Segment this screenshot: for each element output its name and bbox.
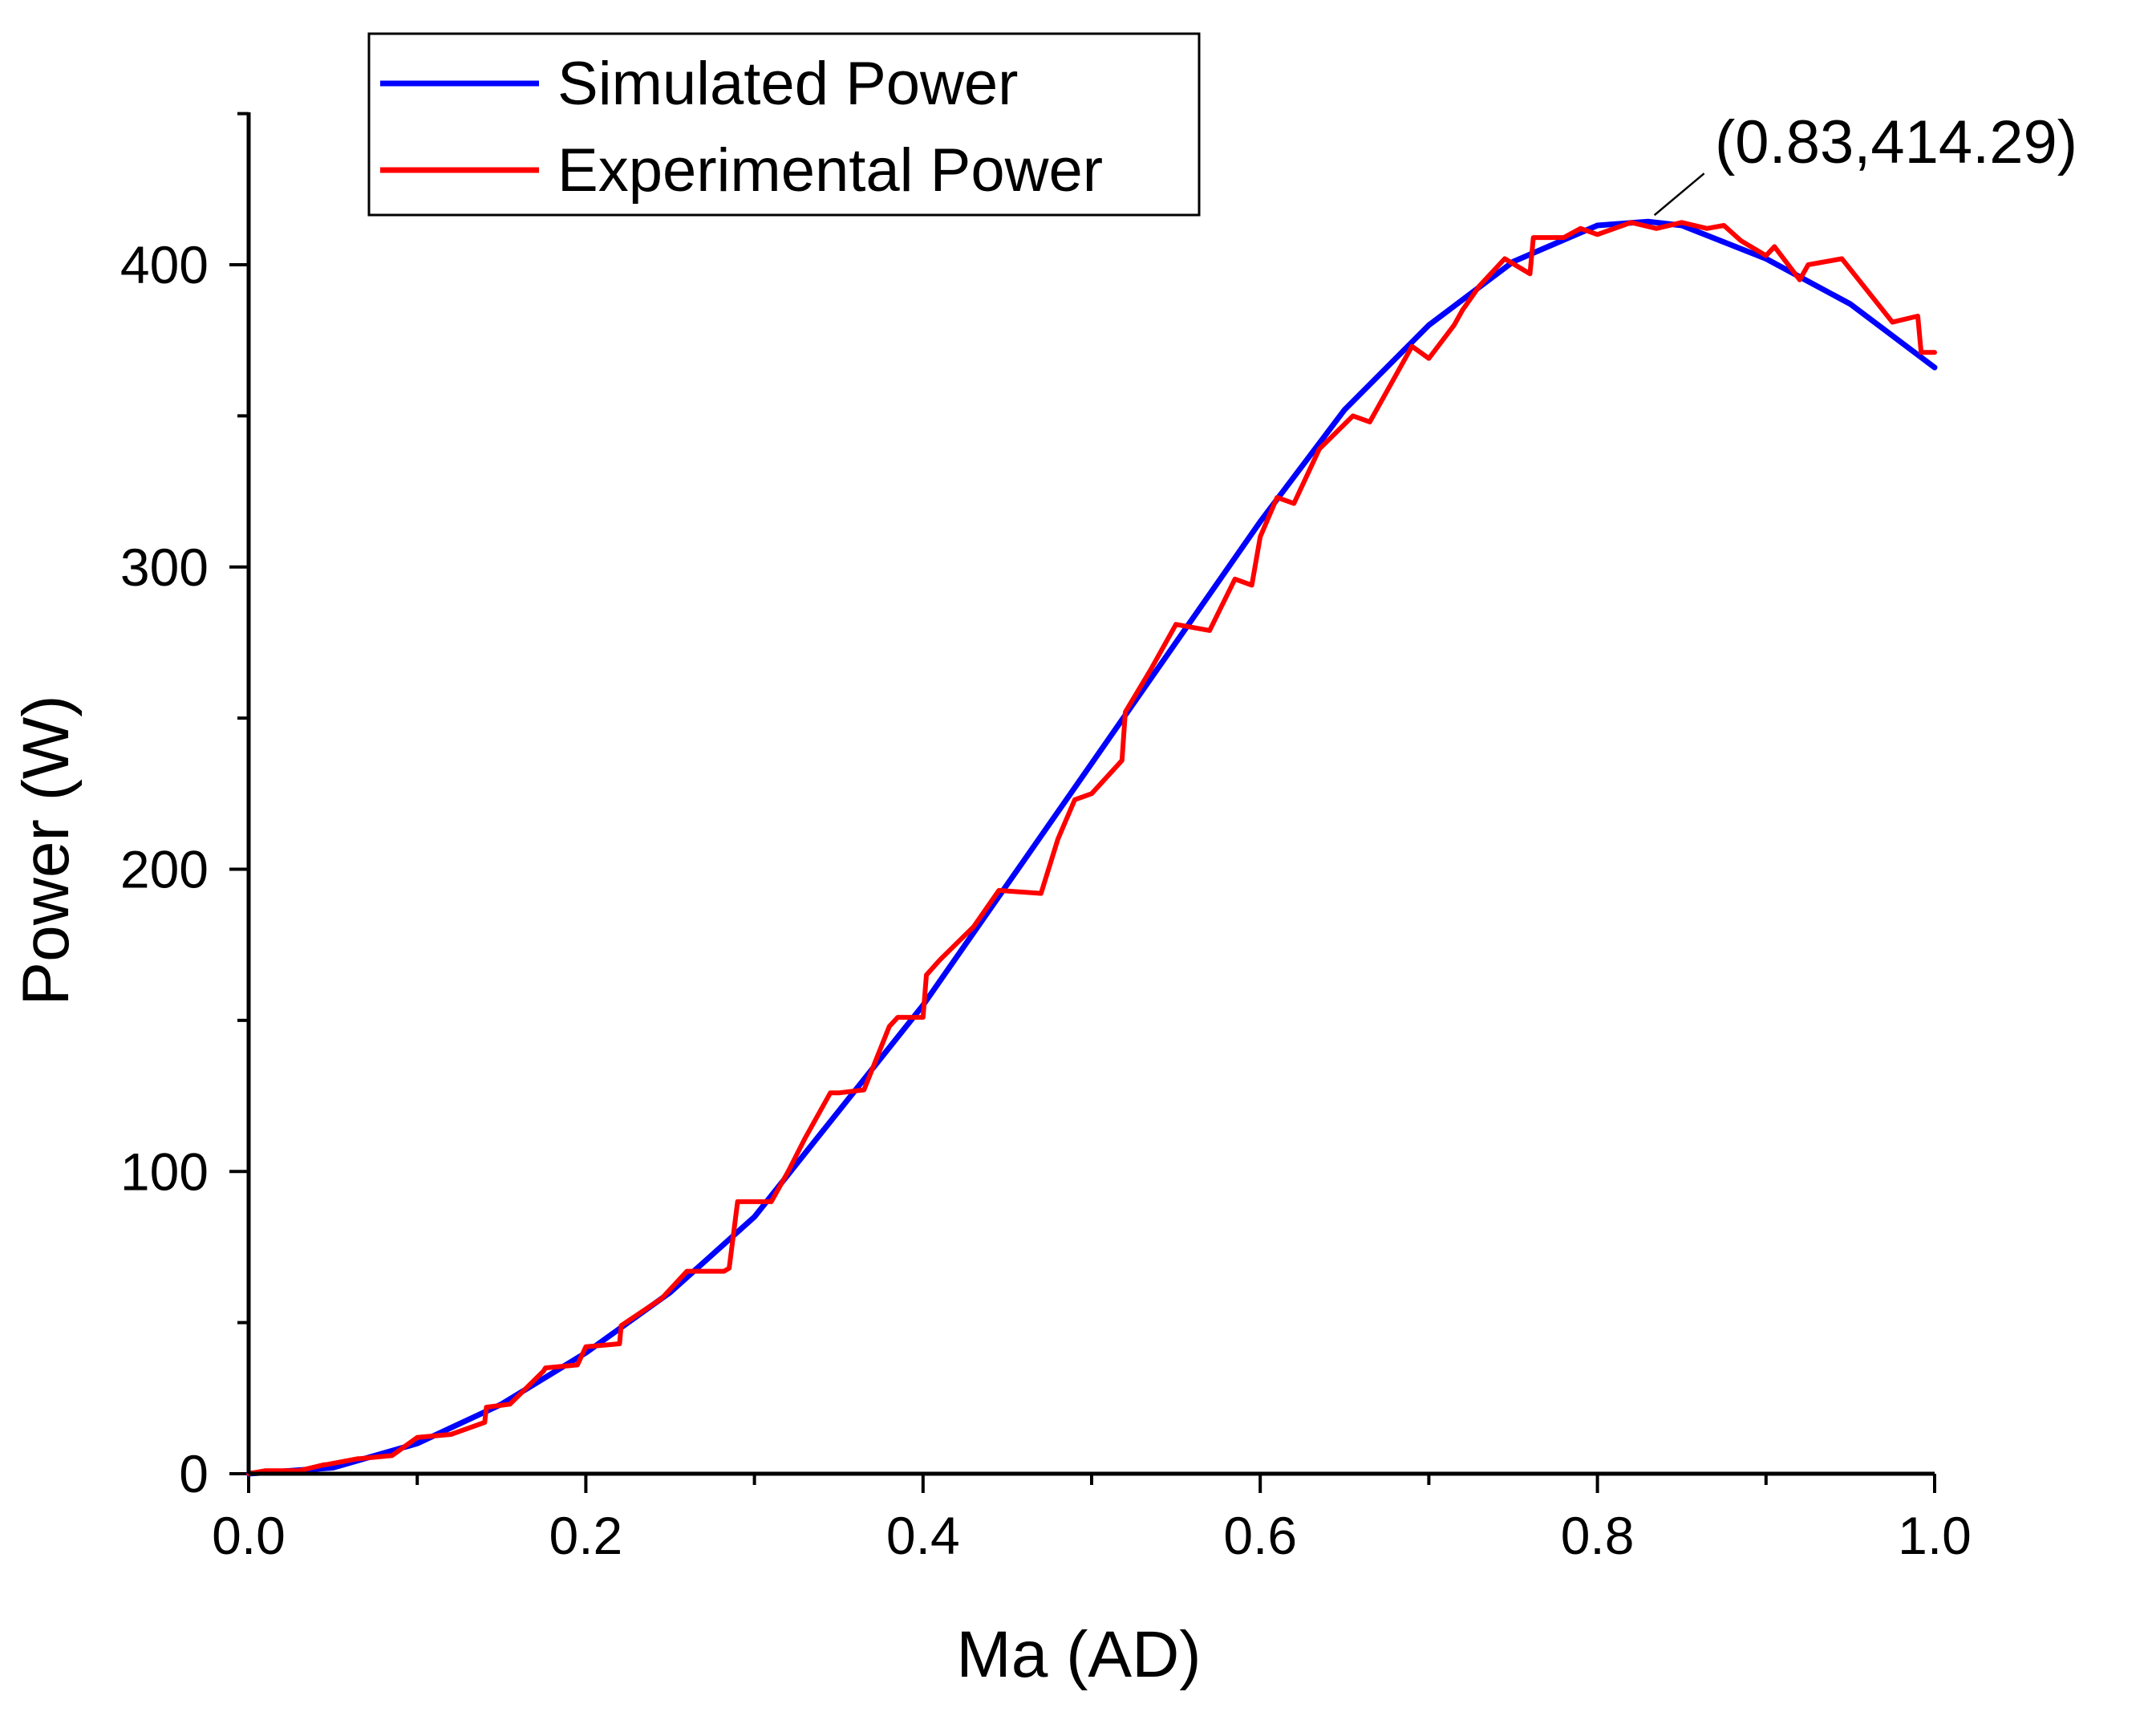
y-tick-label: 300: [120, 538, 209, 597]
series-lines: [245, 218, 1938, 1477]
x-tick-label: 0.6: [1223, 1506, 1297, 1565]
y-tick-label: 100: [120, 1142, 209, 1201]
y-axis-title: Power (W): [10, 695, 83, 1005]
experimental-power-line: [246, 220, 1937, 1476]
axes: [246, 112, 1935, 1476]
x-tick-label: 0.4: [886, 1506, 960, 1565]
x-tick-label: 0.0: [212, 1506, 286, 1565]
y-tick-label: 200: [120, 840, 209, 899]
legend: Simulated Power Experimental Power: [367, 32, 1201, 217]
x-axis-title: Ma (AD): [956, 1618, 1201, 1691]
legend-box: [367, 32, 1201, 217]
annotation-label: (0.83,414.29): [1715, 108, 2077, 176]
legend-label-experimental: Experimental Power: [557, 136, 1103, 205]
x-tick-label: 1.0: [1898, 1506, 1972, 1565]
x-tick-label: 0.8: [1561, 1506, 1635, 1565]
y-tick-label: 400: [120, 235, 209, 294]
peak-annotation: (0.83,414.29): [1653, 108, 2077, 217]
legend-label-simulated: Simulated Power: [557, 50, 1019, 118]
annotation-leader-line: [1653, 172, 1705, 217]
axis-ticks: 0.0 0.2 0.4 0.6 0.8 1.0 0 100 200 300 400: [120, 112, 1972, 1565]
x-tick-label: 0.2: [549, 1506, 623, 1565]
simulated-power-line: [245, 218, 1938, 1477]
y-tick-label: 0: [179, 1444, 209, 1503]
